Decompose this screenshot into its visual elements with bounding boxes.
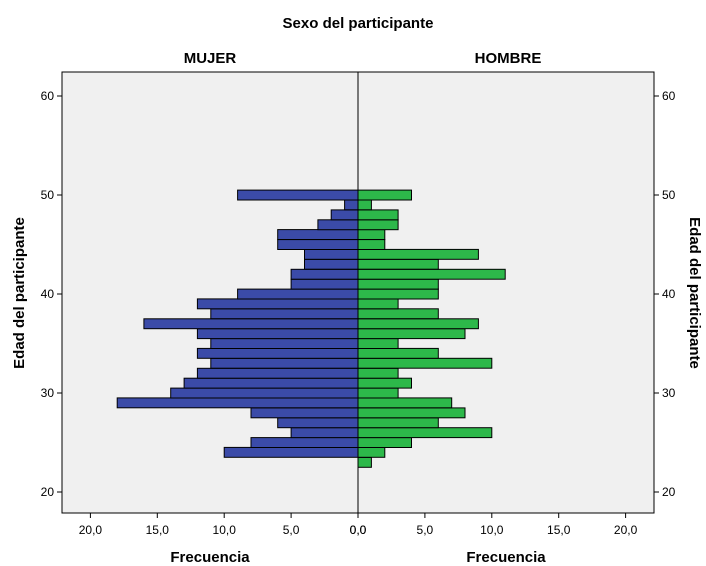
bar-mujer-age-30 xyxy=(170,387,359,399)
bar-mujer-age-46 xyxy=(277,229,359,241)
ytick-label-right-60: 60 xyxy=(662,89,676,103)
xtick-label-hombre-0: 0,0 xyxy=(350,523,367,537)
xtick-label-hombre-5: 5,0 xyxy=(417,523,434,537)
bar-mujer-age-24 xyxy=(223,446,359,458)
bar-mujer-age-32 xyxy=(196,367,359,379)
bar-hombre-age-49 xyxy=(357,199,372,211)
bar-mujer-age-36 xyxy=(196,328,359,340)
bar-hombre-age-34 xyxy=(357,347,439,359)
bar-hombre-age-26 xyxy=(357,427,493,439)
bar-hombre-age-36 xyxy=(357,328,466,340)
bar-mujer-age-48 xyxy=(330,209,359,221)
ytick-label-left-50: 50 xyxy=(41,188,55,202)
ytick-label-left-30: 30 xyxy=(41,386,55,400)
bar-mujer-age-33 xyxy=(210,357,359,369)
xtick-label-mujer-15: 15,0 xyxy=(146,523,170,537)
bar-hombre-age-33 xyxy=(357,357,493,369)
bar-hombre-age-28 xyxy=(357,407,466,419)
bar-hombre-age-46 xyxy=(357,229,386,241)
bar-mujer-age-41 xyxy=(290,278,359,290)
bar-hombre-age-23 xyxy=(357,456,372,468)
bar-hombre-age-44 xyxy=(357,248,479,260)
ytick-label-right-50: 50 xyxy=(662,188,676,202)
ylabel-right: Edad del participante xyxy=(686,217,703,369)
bar-mujer-age-42 xyxy=(290,268,359,280)
bar-hombre-age-35 xyxy=(357,338,399,350)
bar-mujer-age-40 xyxy=(237,288,359,300)
panel-label-hombre: HOMBRE xyxy=(475,50,542,67)
ytick-label-right-30: 30 xyxy=(662,386,676,400)
bar-hombre-age-32 xyxy=(357,367,399,379)
xtick-label-mujer-0: 0,0 xyxy=(350,523,367,537)
ytick-label-left-40: 40 xyxy=(41,287,55,301)
bar-hombre-age-38 xyxy=(357,308,439,320)
bar-hombre-age-37 xyxy=(357,318,479,330)
chart-title: Sexo del participante xyxy=(283,15,434,32)
bar-mujer-age-50 xyxy=(237,189,359,201)
bar-mujer-age-39 xyxy=(196,298,359,310)
bar-hombre-age-48 xyxy=(357,209,399,221)
ytick-label-right-40: 40 xyxy=(662,287,676,301)
bar-hombre-age-25 xyxy=(357,437,412,449)
bar-mujer-age-27 xyxy=(277,417,359,429)
xtick-label-mujer-20: 20,0 xyxy=(79,523,103,537)
bar-hombre-age-47 xyxy=(357,219,399,231)
ticks-layer: 20,0 15,0 10,0 5,0 0,00,0 5,0 10,0 15,0 20,020 20… xyxy=(41,89,676,537)
bar-hombre-age-42 xyxy=(357,268,506,280)
xtick-label-mujer-10: 10,0 xyxy=(213,523,237,537)
xtick-label-mujer-5: 5,0 xyxy=(283,523,300,537)
bar-mujer-age-29 xyxy=(116,397,359,409)
bar-hombre-age-31 xyxy=(357,377,412,389)
bar-mujer-age-45 xyxy=(277,239,359,251)
bar-mujer-age-37 xyxy=(143,318,359,330)
bar-mujer-age-34 xyxy=(196,347,359,359)
ytick-label-right-20: 20 xyxy=(662,485,676,499)
ytick-label-left-60: 60 xyxy=(41,89,55,103)
xtick-label-hombre-20: 20,0 xyxy=(614,523,638,537)
bar-mujer-age-28 xyxy=(250,407,359,419)
bar-hombre-age-40 xyxy=(357,288,439,300)
bar-hombre-age-27 xyxy=(357,417,439,429)
xtick-label-hombre-15: 15,0 xyxy=(547,523,571,537)
xlabel-mujer: Frecuencia xyxy=(170,549,250,566)
bar-mujer-age-44 xyxy=(304,248,359,260)
bar-hombre-age-29 xyxy=(357,397,453,409)
bar-hombre-age-24 xyxy=(357,446,386,458)
bar-mujer-age-25 xyxy=(250,437,359,449)
bars-layer xyxy=(116,189,506,468)
xtick-label-hombre-10: 10,0 xyxy=(480,523,504,537)
bar-mujer-age-47 xyxy=(317,219,359,231)
bar-mujer-age-31 xyxy=(183,377,359,389)
bar-mujer-age-26 xyxy=(290,427,359,439)
ylabel-left: Edad del participante xyxy=(11,217,28,369)
bar-hombre-age-45 xyxy=(357,239,386,251)
bar-hombre-age-50 xyxy=(357,189,412,201)
bar-hombre-age-30 xyxy=(357,387,399,399)
xlabel-hombre: Frecuencia xyxy=(466,549,546,566)
ytick-label-left-20: 20 xyxy=(41,485,55,499)
bar-mujer-age-49 xyxy=(344,199,359,211)
bar-mujer-age-38 xyxy=(210,308,359,320)
bar-hombre-age-39 xyxy=(357,298,399,310)
bar-mujer-age-43 xyxy=(304,258,359,270)
bar-hombre-age-43 xyxy=(357,258,439,270)
bar-mujer-age-35 xyxy=(210,338,359,350)
bar-hombre-age-41 xyxy=(357,278,439,290)
panel-label-mujer: MUJER xyxy=(184,50,237,67)
